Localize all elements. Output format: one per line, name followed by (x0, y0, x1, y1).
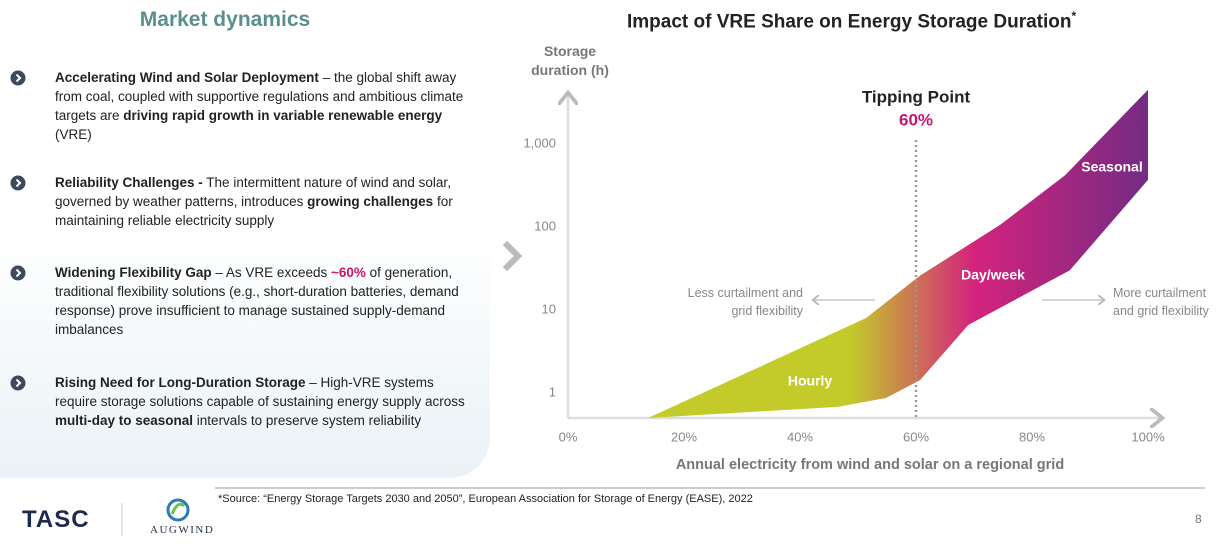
page-number: 8 (1195, 512, 1202, 526)
y-tick-label: 1 (549, 384, 556, 399)
region-label: Day/week (961, 267, 1025, 283)
logo: AUGWIND (150, 524, 215, 536)
arrow-label: More curtailment and grid flexibility (1113, 286, 1209, 318)
chevron (502, 240, 523, 272)
logo-icon (166, 498, 190, 522)
y-tick-label: 1,000 (523, 135, 556, 150)
heading: Market dynamics (139, 8, 311, 31)
x-tick-label: 20% (671, 429, 697, 444)
bullet-item: Widening Flexibility Gap – As VRE exceed… (55, 263, 475, 339)
text-segment: The intermittent nature of wind and sola… (55, 175, 451, 209)
x-tick-label: 100% (1131, 429, 1165, 444)
x-tick-label: 40% (787, 429, 813, 444)
tipping-label: Tipping Point (862, 87, 971, 106)
text-segment: Widening Flexibility Gap (55, 265, 212, 280)
text-segment: for maintaining reliable electricity sup… (55, 194, 453, 228)
text-segment: driving rapid growth in variable renewab… (123, 108, 443, 123)
text-segment: – the global shift away from coal, coupl… (55, 70, 464, 123)
region-label: Hourly (788, 373, 833, 389)
region-label: Seasonal (1081, 159, 1142, 175)
text-segment: growing challenges (307, 194, 434, 209)
x-axis-label: Annual electricity from wind and solar o… (675, 457, 1065, 473)
tipping-value: 60% (899, 110, 933, 129)
arrow-label: Less curtailment and grid flexibility (687, 286, 803, 318)
text-segment: of generation, traditional flexibility s… (55, 265, 459, 337)
bullet-icon (10, 375, 26, 391)
y-axis-label: Storage duration (h) (531, 43, 609, 78)
x-tick-label: 60% (903, 429, 929, 444)
text-segment: ~60% (330, 265, 366, 280)
bullet-icon (10, 70, 26, 86)
storage-band (648, 89, 1148, 418)
bullet-item: Rising Need for Long-Duration Storage – … (55, 373, 475, 430)
bullet-icon (10, 265, 26, 281)
y-tick-label: 10 (542, 301, 556, 316)
chart-title: Impact of VRE Share on Energy Storage Du… (627, 9, 1076, 33)
bullet-item: Accelerating Wind and Solar Deployment –… (55, 68, 475, 144)
text-segment: Reliability Challenges - (55, 175, 203, 190)
title-marker: * (1071, 9, 1077, 23)
bullet-icon (10, 175, 26, 191)
source-note: *Source: “Energy Storage Targets 2030 an… (218, 493, 753, 505)
panel-background (0, 230, 490, 478)
y-tick-label: 100 (534, 218, 556, 233)
logo-icon (170, 502, 186, 515)
text-segment: multi-day to seasonal (55, 413, 194, 428)
text-segment: (VRE) (55, 127, 92, 142)
title-text: Impact of VRE Share on Energy Storage Du… (627, 11, 1072, 33)
text-segment: – As VRE exceeds (211, 265, 331, 280)
text-segment: intervals to preserve system reliability (193, 413, 422, 428)
text-segment: Rising Need for Long-Duration Storage (55, 375, 306, 390)
bullet-item: Reliability Challenges - The intermitten… (55, 173, 475, 230)
x-tick-label: 80% (1019, 429, 1045, 444)
text-segment: Accelerating Wind and Solar Deployment (55, 70, 319, 85)
text-segment: – High-VRE systems require storage solut… (55, 375, 465, 409)
logo: TASC (22, 506, 90, 533)
x-tick-label: 0% (559, 429, 578, 444)
